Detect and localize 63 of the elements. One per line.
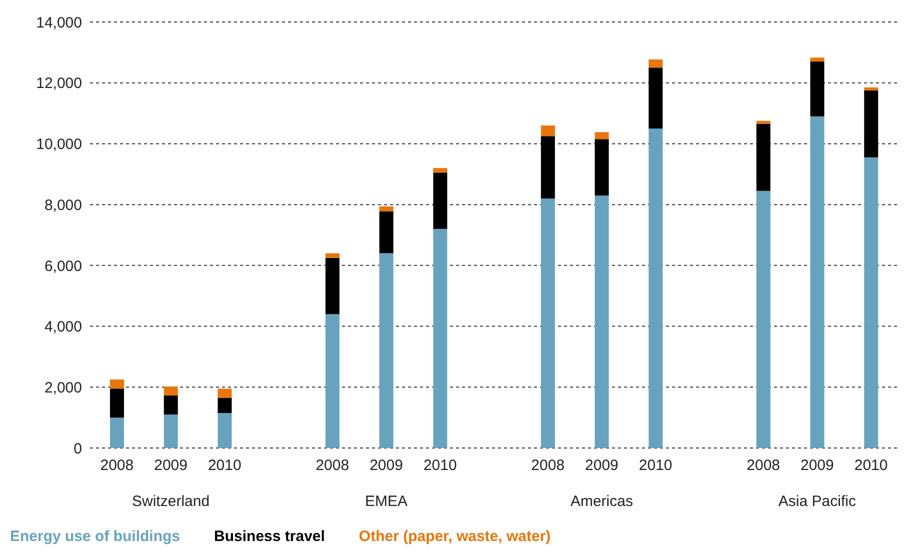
text: Americas — [570, 493, 633, 510]
bar — [756, 124, 770, 191]
y-tick-label: 8,000 — [44, 196, 82, 214]
bar — [594, 195, 609, 448]
bar — [594, 139, 609, 196]
x-tick-label: 2008 — [100, 457, 134, 474]
bar — [433, 228, 448, 448]
x-tick-label: 2010 — [854, 457, 888, 474]
bar — [325, 253, 340, 258]
bar — [164, 395, 178, 415]
x-tick-label: 2008 — [531, 457, 565, 474]
y-tick-label: 12,000 — [36, 75, 82, 92]
text: Other (paper, waste, water) — [358, 528, 551, 545]
bar — [648, 68, 663, 128]
bar — [648, 59, 663, 68]
bar — [864, 90, 878, 158]
bar — [325, 314, 340, 448]
bar — [540, 125, 555, 136]
bar — [756, 120, 770, 124]
x-tick-label: 2009 — [800, 457, 834, 474]
bar — [110, 388, 124, 418]
bar — [218, 413, 232, 448]
bar — [864, 87, 878, 90]
y-tick-label: 4,000 — [44, 318, 82, 336]
bar — [810, 58, 824, 62]
bar — [218, 398, 232, 414]
y-tick-label: 2,000 — [44, 379, 82, 396]
bar — [540, 136, 555, 198]
bar — [379, 206, 394, 212]
text: Switzerland — [132, 493, 210, 510]
text: EMEA — [365, 493, 408, 510]
y-tick-label: 6,000 — [44, 258, 82, 275]
bar — [433, 168, 448, 173]
x-tick-label: 2009 — [370, 457, 403, 474]
bar — [810, 62, 824, 116]
text: Asia Pacific — [778, 493, 856, 510]
x-tick-label: 2010 — [208, 457, 242, 474]
y-tick-label: 10,000 — [36, 136, 82, 154]
bar — [594, 132, 609, 140]
text: Business travel — [214, 528, 325, 545]
x-tick-label: 2008 — [746, 457, 780, 474]
bar — [110, 418, 124, 448]
bar — [433, 172, 448, 229]
bar — [648, 128, 663, 448]
x-tick-label: 2008 — [316, 457, 350, 474]
x-tick-label: 2010 — [423, 457, 457, 474]
bar — [164, 386, 178, 396]
text: Energy use of buildings — [10, 528, 180, 545]
x-tick-label: 2010 — [638, 457, 672, 474]
bar — [218, 388, 232, 398]
bar — [540, 198, 555, 448]
bar — [756, 190, 770, 448]
x-tick-label: 2009 — [585, 457, 618, 474]
bar — [864, 157, 878, 448]
y-tick-label: 0 — [74, 440, 82, 458]
bar — [164, 414, 178, 448]
bar — [325, 258, 340, 314]
x-tick-label: 2009 — [154, 457, 188, 474]
y-tick-label: 14,000 — [36, 14, 82, 32]
bar — [379, 211, 394, 254]
bar — [379, 253, 394, 448]
bar — [110, 380, 124, 389]
bar — [810, 116, 824, 448]
